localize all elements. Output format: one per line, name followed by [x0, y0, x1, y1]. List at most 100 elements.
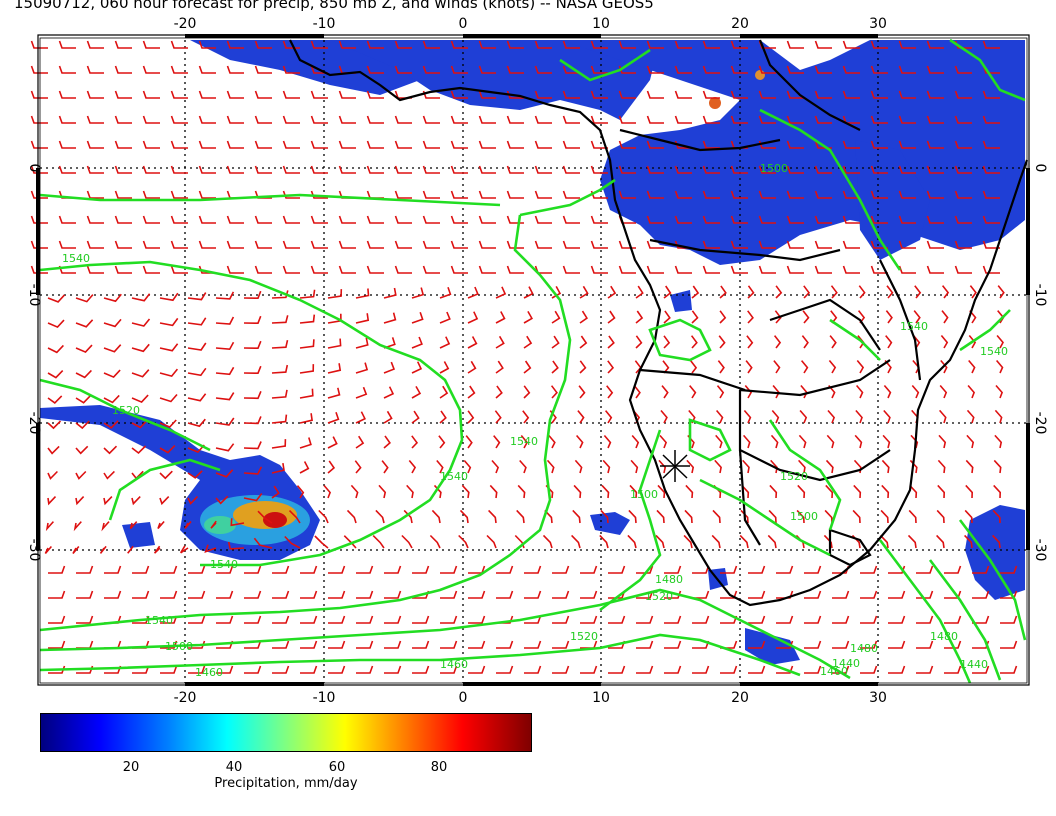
wind-barb: [691, 310, 699, 324]
wind-barb: [590, 140, 608, 149]
wind-barb: [170, 90, 188, 99]
top-lon-tick: 30: [869, 16, 887, 32]
wind-barb: [296, 485, 305, 499]
wind-barb: [534, 140, 552, 149]
wind-barb: [880, 509, 889, 524]
wind-barb: [542, 534, 553, 549]
left-lat-ticks: 0 -10 -20 -30: [26, 164, 42, 562]
wind-barb: [30, 215, 48, 224]
wind-barb: [506, 240, 524, 249]
wind-barb: [383, 312, 397, 324]
wind-barb: [467, 286, 479, 299]
wind-barb: [914, 285, 922, 299]
wind-barb: [954, 165, 972, 174]
wind-barb: [383, 410, 393, 424]
wind-barb: [854, 434, 863, 449]
wind-barb: [702, 215, 720, 224]
wind-barb: [1000, 640, 1018, 649]
wind-barb: [938, 434, 947, 449]
wind-barb: [327, 436, 338, 449]
wind-barb: [401, 534, 413, 549]
wind-barb: [216, 665, 234, 674]
wind-barb: [882, 434, 891, 449]
wind-barb: [776, 640, 794, 649]
wind-barb: [702, 140, 720, 149]
wind-barb: [741, 484, 750, 499]
wind-barb: [719, 285, 727, 299]
wind-barb: [702, 65, 720, 74]
wind-barb: [366, 165, 384, 174]
wind-barb: [552, 640, 570, 649]
contour-labels: 1540152015401500154015401520148014601500…: [62, 162, 1008, 679]
wind-barb: [198, 240, 216, 249]
wind-barb: [628, 509, 637, 524]
wind-barb: [590, 40, 608, 49]
wind-barb: [300, 590, 318, 599]
wind-barb: [187, 342, 207, 351]
wind-barb: [103, 420, 119, 429]
wind-barb: [48, 565, 66, 574]
wind-barb: [690, 360, 698, 374]
bottom-lon-tick: -20: [174, 690, 197, 706]
wind-barb: [101, 521, 110, 532]
wind-barb: [982, 265, 1000, 274]
wind-barb: [58, 40, 76, 49]
wind-barb: [692, 565, 710, 574]
wind-barb: [580, 665, 598, 674]
wind-barb: [406, 484, 414, 499]
wind-barb: [506, 190, 524, 199]
wind-barb: [562, 190, 580, 199]
wind-barb: [660, 409, 668, 424]
wind-barb: [715, 434, 723, 449]
wind-barb: [937, 484, 946, 499]
wind-barb: [898, 140, 916, 149]
wind-barb: [450, 165, 468, 174]
wind-barb: [926, 165, 944, 174]
wind-barb: [86, 140, 104, 149]
wind-barb: [159, 496, 170, 506]
wind-barb: [828, 359, 837, 374]
wind-barb: [170, 165, 188, 174]
wind-barb: [674, 40, 692, 49]
wind-barb: [982, 240, 1000, 249]
wind-barb: [870, 215, 888, 224]
wind-barb: [800, 360, 809, 374]
wind-barb: [439, 311, 451, 324]
wind-barb: [310, 90, 328, 99]
wind-barb: [965, 484, 974, 499]
wind-barb: [375, 509, 385, 524]
wind-barb: [804, 615, 822, 624]
wind-barb: [159, 368, 179, 378]
wind-barb: [506, 115, 524, 124]
wind-barb: [745, 360, 753, 374]
wind-barb: [562, 65, 580, 74]
wind-barb: [746, 335, 754, 349]
wind-barb: [271, 315, 289, 324]
wind-barb: [467, 385, 476, 399]
wind-barb: [467, 360, 477, 374]
wind-barb: [366, 265, 384, 274]
wind-barb: [870, 190, 888, 199]
wind-barb: [814, 65, 832, 74]
wind-barb: [496, 665, 514, 674]
wind-barb: [244, 640, 262, 649]
wind-barb: [310, 190, 328, 199]
contour-label: 1540: [62, 252, 90, 265]
wind-barb: [717, 360, 725, 374]
wind-barb: [467, 311, 479, 324]
wind-barb: [468, 590, 486, 599]
wind-barb: [954, 240, 972, 249]
wind-barb: [995, 384, 1004, 399]
wind-barb: [198, 165, 216, 174]
wind-barb: [870, 90, 888, 99]
wind-barb: [926, 265, 944, 274]
wind-barb: [282, 265, 300, 274]
wind-barb: [450, 265, 468, 274]
wind-barb: [832, 590, 850, 599]
wind-barb: [853, 484, 862, 499]
wind-barb: [366, 40, 384, 49]
wind-barb: [842, 265, 860, 274]
wind-barb: [674, 165, 692, 174]
wind-barb: [422, 215, 440, 224]
wind-barb: [440, 640, 458, 649]
